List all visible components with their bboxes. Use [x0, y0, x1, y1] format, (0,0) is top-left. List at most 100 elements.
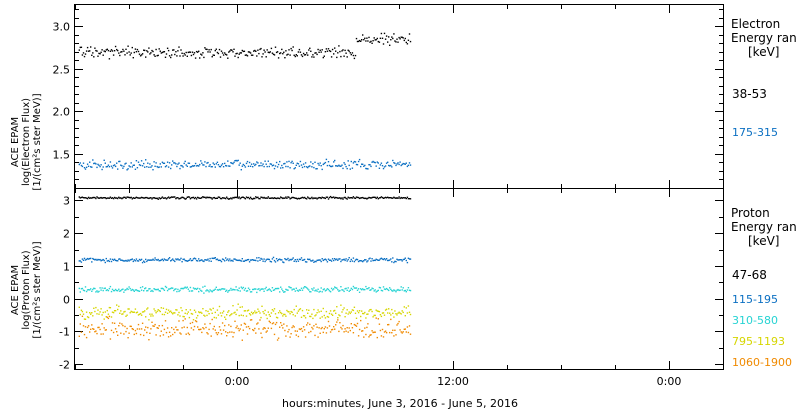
data-point — [187, 51, 189, 54]
data-point — [160, 307, 162, 309]
data-point — [315, 289, 317, 291]
data-point — [268, 320, 270, 322]
data-point — [220, 333, 223, 335]
data-point — [235, 286, 237, 288]
data-point — [128, 51, 130, 53]
data-point — [320, 287, 322, 289]
data-point — [262, 163, 264, 165]
data-point — [279, 326, 281, 328]
data-point — [87, 289, 90, 291]
data-point — [222, 310, 225, 312]
data-point — [219, 289, 222, 291]
data-point — [207, 258, 209, 260]
data-point — [91, 312, 93, 314]
data-point — [155, 288, 157, 291]
proton-y-label-line3: [1/(cm²s ster MeV)] — [32, 241, 43, 338]
data-point — [226, 259, 228, 261]
data-point — [152, 258, 154, 260]
data-point — [345, 287, 347, 290]
data-point — [371, 330, 373, 332]
data-point — [95, 49, 97, 52]
data-point — [149, 288, 151, 290]
data-point — [300, 327, 303, 330]
data-point — [377, 198, 379, 200]
data-point — [216, 51, 219, 54]
data-point — [280, 196, 282, 198]
data-point — [383, 314, 386, 316]
data-point — [125, 330, 127, 333]
data-point — [248, 161, 251, 164]
data-point — [134, 329, 137, 332]
data-point — [270, 47, 273, 50]
data-point — [406, 165, 409, 168]
data-point — [180, 197, 182, 199]
data-point — [126, 169, 128, 171]
data-point — [136, 311, 139, 313]
data-point — [372, 40, 374, 42]
data-point — [193, 325, 196, 328]
data-point — [98, 313, 100, 315]
data-point — [322, 331, 324, 334]
data-point — [151, 198, 153, 200]
data-point — [239, 52, 241, 54]
data-point — [176, 309, 178, 311]
data-point — [353, 260, 356, 263]
data-point — [323, 328, 325, 330]
data-point — [277, 337, 280, 339]
data-point — [178, 162, 180, 164]
data-point — [350, 323, 352, 325]
data-point — [146, 50, 148, 52]
data-point — [108, 197, 111, 199]
data-point — [172, 49, 174, 51]
data-point — [402, 197, 404, 199]
data-point — [192, 258, 195, 260]
data-point — [300, 257, 303, 259]
data-point — [372, 288, 374, 290]
data-point — [393, 33, 395, 35]
data-point — [376, 37, 378, 40]
data-point — [221, 163, 224, 165]
electron-y-label: ACE EPAM log(Electron Flux) [1/(cm²s ste… — [10, 93, 43, 190]
data-point — [137, 197, 140, 199]
data-point — [261, 258, 263, 260]
data-point — [210, 197, 212, 199]
data-point — [288, 286, 290, 288]
y-tick-label: 2.5 — [53, 64, 71, 77]
data-point — [377, 259, 379, 261]
data-point — [375, 291, 377, 293]
data-point — [85, 311, 88, 313]
data-point — [374, 196, 376, 199]
data-point — [119, 258, 121, 260]
data-point — [161, 313, 164, 316]
data-point — [288, 311, 290, 313]
data-point — [236, 309, 238, 311]
data-point — [351, 167, 354, 169]
data-point — [375, 39, 377, 41]
data-point — [178, 290, 180, 293]
data-point — [372, 160, 374, 163]
data-point — [253, 197, 255, 200]
data-point — [216, 309, 219, 311]
data-point — [341, 259, 343, 261]
data-point — [393, 196, 395, 198]
data-point — [285, 50, 287, 52]
data-point — [279, 258, 281, 260]
data-point — [191, 51, 194, 53]
data-point — [263, 327, 265, 329]
data-point — [297, 260, 300, 262]
data-point — [101, 287, 103, 289]
data-point — [175, 197, 177, 200]
data-point — [247, 325, 250, 328]
data-point — [87, 258, 90, 260]
data-point — [147, 259, 149, 261]
data-point — [238, 164, 240, 166]
data-point — [340, 55, 342, 58]
data-point — [302, 259, 305, 261]
data-point — [314, 197, 316, 199]
data-point — [167, 196, 170, 198]
data-point — [224, 316, 226, 318]
data-point — [180, 164, 182, 167]
data-point — [350, 311, 352, 313]
data-point — [182, 315, 184, 318]
